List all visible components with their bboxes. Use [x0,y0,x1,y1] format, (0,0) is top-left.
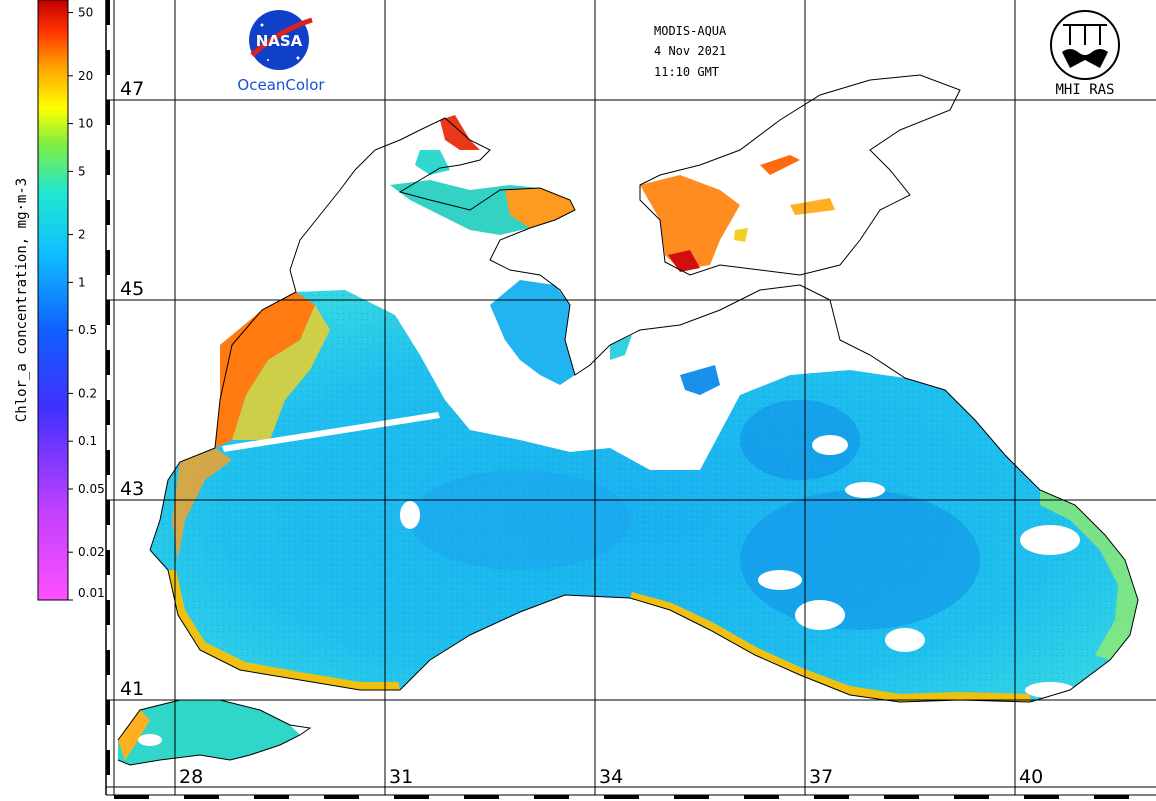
frame-tick [394,795,429,799]
frame-tick [106,750,110,775]
oceancolor-text: OceanColor [237,76,325,94]
lat-label-43: 43 [120,478,144,500]
marmara-sea [118,700,300,765]
frame-tick [106,350,110,375]
frame-tick [106,300,110,325]
dnieper-estuary [390,115,575,235]
crimea-west-waters [490,280,720,395]
frame-tick [106,200,110,225]
colorbar-title: Chlor_a concentration, mg·m-3 [14,178,30,422]
frame-tick [114,795,149,799]
frame-tick [604,795,639,799]
map-frame [105,0,1156,799]
colorbar-tick-label: 0.2 [78,386,97,400]
time-label: 11:10 GMT [654,65,719,79]
latitude-labels: 47 45 43 41 [120,78,144,700]
colorbar-tick-label: 50 [78,6,93,20]
longitude-labels: 28 31 34 37 40 [179,766,1043,788]
frame-tick [1094,795,1129,799]
colorbar-gradient [37,0,69,601]
lon-label-31: 31 [389,766,413,788]
nasa-logo-text: NASA [256,32,303,50]
colorbar-tick-label: 0.1 [78,434,97,448]
frame-tick [534,795,569,799]
colorbar-tick-label: 0.5 [78,323,97,337]
frame-tick [674,795,709,799]
frame-tick [324,795,359,799]
colorbar-tick-label: 2 [78,228,86,242]
lon-label-28: 28 [179,766,203,788]
lon-label-37: 37 [809,766,833,788]
frame-tick [464,795,499,799]
sensor-label: MODIS-AQUA [654,24,727,38]
frame-tick [106,250,110,275]
azov-sea [640,155,835,272]
frame-tick [744,795,779,799]
frame-tick [106,450,110,475]
header: MODIS-AQUA 4 Nov 2021 11:10 GMT [654,24,727,79]
graticule [106,0,1156,795]
mhi-ras-logo: MHI RAS [1050,10,1120,98]
frame-tick [106,500,110,525]
frame-tick [814,795,849,799]
sea-area [150,290,1138,702]
frame-tick [106,700,110,725]
mhi-ras-text: MHI RAS [1055,82,1114,98]
frame-tick [106,150,110,175]
frame-tick [184,795,219,799]
colorbar-tick-label: 5 [78,164,86,178]
colorbar-tick-label: 0.05 [78,482,105,496]
frame-tick [106,550,110,575]
frame-tick [106,650,110,675]
colorbar-tick-label: 0.01 [78,586,105,600]
colorbar: 50 20 10 5 2 1 0.5 0.2 0.1 0.05 0.02 0.01 Chlor_a c… [14,0,105,601]
lat-label-47: 47 [120,78,144,100]
date-label: 4 Nov 2021 [654,44,726,58]
frame-tick [106,600,110,625]
frame-tick [954,795,989,799]
lat-label-45: 45 [120,278,144,300]
frame-tick [106,0,110,25]
lon-label-40: 40 [1019,766,1043,788]
lon-label-34: 34 [599,766,623,788]
frame-tick [1024,795,1059,799]
nasa-logo: NASA OceanColor [237,10,325,94]
frame-tick [106,100,110,125]
colorbar-tick-label: 0.02 [78,545,105,559]
colorbar-tick-label: 20 [78,69,93,83]
frame-tick [254,795,289,799]
frame-tick [106,400,110,425]
frame-tick [884,795,919,799]
lat-label-41: 41 [120,678,144,700]
colorbar-tick-label: 1 [78,275,86,289]
frame-tick [106,50,110,75]
colorbar-tick-label: 10 [78,117,93,131]
